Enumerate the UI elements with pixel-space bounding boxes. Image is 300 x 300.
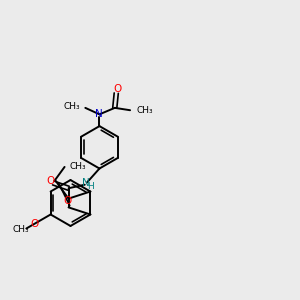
Text: CH₃: CH₃ [63, 102, 80, 111]
Text: CH₃: CH₃ [70, 162, 86, 171]
Text: H: H [87, 182, 94, 191]
Text: N: N [82, 178, 89, 188]
Text: O: O [114, 84, 122, 94]
Text: O: O [30, 219, 39, 229]
Text: O: O [46, 176, 54, 187]
Text: N: N [95, 109, 103, 119]
Text: CH₃: CH₃ [136, 106, 153, 115]
Text: CH₃: CH₃ [13, 225, 29, 234]
Text: O: O [64, 196, 72, 206]
